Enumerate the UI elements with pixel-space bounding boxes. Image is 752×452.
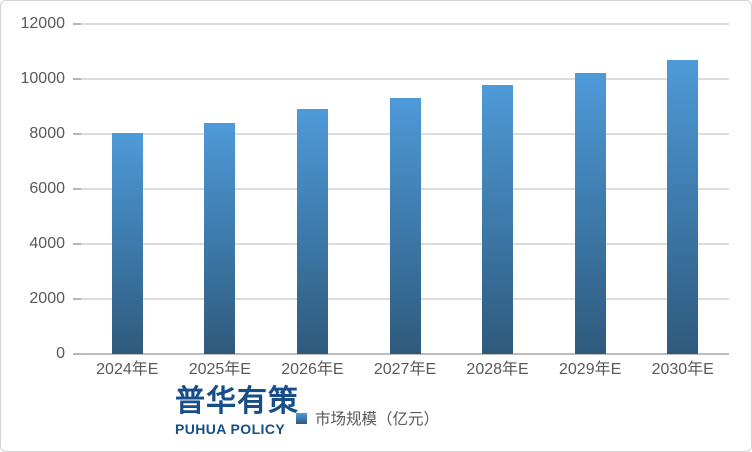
x-tick-label: 2025年E bbox=[188, 361, 251, 378]
y-axis-tick bbox=[73, 22, 81, 25]
y-tick-label: 8000 bbox=[29, 124, 65, 142]
gridline bbox=[81, 77, 729, 80]
bar-2026年E bbox=[296, 109, 328, 354]
gridline bbox=[81, 22, 729, 25]
brand-logo: 普华有策 PUHUA POLICY bbox=[175, 385, 299, 437]
brand-logo-english: PUHUA POLICY bbox=[175, 421, 286, 437]
bar-2025年E bbox=[204, 122, 236, 354]
y-tick-label: 12000 bbox=[20, 14, 66, 32]
y-axis-tick bbox=[73, 132, 81, 135]
bar-2024年E bbox=[111, 132, 143, 354]
x-tick-label: 2029年E bbox=[559, 361, 622, 378]
x-axis-line bbox=[81, 353, 729, 355]
y-axis-tick bbox=[73, 77, 81, 80]
y-axis-tick bbox=[73, 187, 81, 190]
bar-2027年E bbox=[389, 98, 421, 354]
bar-2029年E bbox=[574, 72, 606, 354]
x-tick-label: 2024年E bbox=[96, 361, 159, 378]
y-tick-label: 2000 bbox=[29, 289, 65, 307]
y-axis-tick bbox=[73, 297, 81, 300]
brand-logo-chinese: 普华有策 bbox=[175, 385, 299, 418]
x-tick-label: 2028年E bbox=[466, 361, 529, 378]
legend-label: 市场规模（亿元） bbox=[315, 411, 440, 428]
y-tick-label: 6000 bbox=[29, 179, 65, 197]
y-tick-label: 10000 bbox=[20, 69, 66, 87]
legend-square-icon bbox=[296, 412, 307, 424]
bar-2028年E bbox=[482, 84, 514, 354]
x-tick-label: 2026年E bbox=[281, 361, 344, 378]
x-tick-label: 2027年E bbox=[373, 361, 437, 378]
y-axis-tick bbox=[73, 353, 81, 355]
x-tick-label: 2030年E bbox=[651, 361, 714, 378]
y-tick-label: 0 bbox=[56, 345, 65, 362]
y-axis-tick bbox=[73, 242, 81, 245]
y-tick-label: 4000 bbox=[29, 234, 65, 252]
legend: 市场规模（亿元） bbox=[296, 407, 439, 429]
bar-2030年E bbox=[667, 60, 699, 354]
